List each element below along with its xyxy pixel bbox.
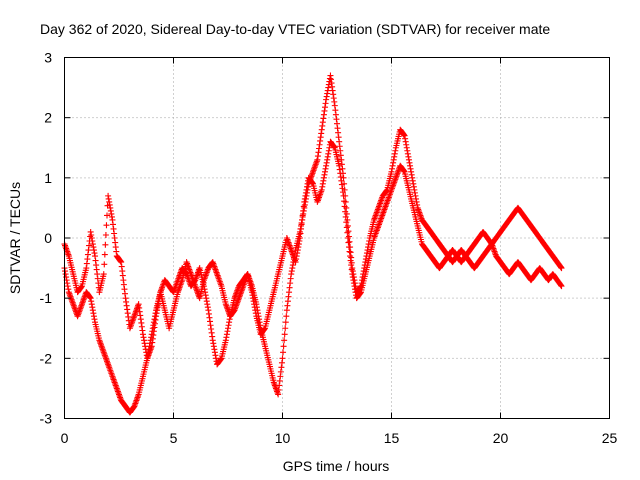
y-tick-label: -1 (40, 290, 53, 306)
data-point (101, 251, 108, 258)
data-point (282, 325, 289, 332)
tick-marks (64, 57, 610, 419)
data-point (281, 337, 288, 344)
y-axis-label: SDTVAR / TECUs (7, 182, 23, 294)
y-tick-label: -3 (40, 411, 53, 427)
x-axis-label: GPS time / hours (283, 458, 390, 474)
data-point (341, 198, 348, 205)
data-point (558, 265, 565, 272)
x-tick-label: 5 (170, 430, 178, 446)
data-point (102, 231, 109, 238)
y-tick-label: 1 (44, 170, 52, 186)
data-point (342, 208, 349, 215)
data-point (101, 261, 108, 268)
data-point (102, 241, 109, 248)
data-point (343, 224, 350, 231)
series-group (61, 72, 565, 416)
data-point (341, 203, 348, 210)
y-tick-labels: -3 -2 -1 0 1 2 3 (40, 50, 53, 427)
data-point (342, 213, 349, 220)
x-tick-labels: 0 5 10 15 20 25 (61, 430, 618, 446)
x-tick-label: 15 (384, 430, 400, 446)
chart-title: Day 362 of 2020, Sidereal Day-to-day VTE… (40, 21, 550, 37)
y-tick-label: 0 (44, 230, 52, 246)
data-point (283, 313, 290, 320)
data-point (346, 238, 353, 245)
data-point (280, 343, 287, 350)
data-point (103, 222, 110, 229)
x-tick-label: 10 (275, 430, 291, 446)
data-point (280, 349, 287, 356)
data-point (104, 212, 111, 219)
x-tick-label: 0 (61, 430, 69, 446)
y-tick-label: 2 (44, 110, 52, 126)
data-point (281, 331, 288, 338)
x-tick-label: 20 (493, 430, 509, 446)
data-point (279, 355, 286, 362)
y-tick-label: 3 (44, 50, 52, 66)
data-point (282, 319, 289, 326)
data-point (340, 192, 347, 199)
data-points (61, 72, 565, 416)
data-point (344, 229, 351, 236)
data-point (100, 271, 107, 278)
data-point (340, 174, 347, 181)
series-group (61, 138, 565, 362)
x-tick-label: 25 (602, 430, 618, 446)
data-point (343, 219, 350, 226)
y-tick-label: -2 (40, 350, 53, 366)
data-point (558, 283, 565, 290)
